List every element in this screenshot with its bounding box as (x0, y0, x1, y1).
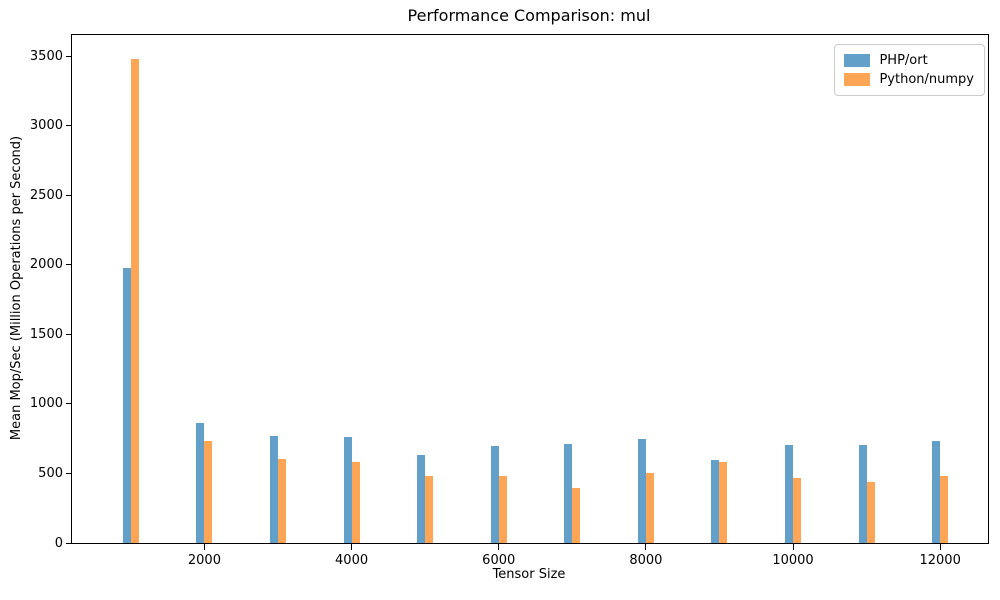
bar-python-numpy-10000 (793, 477, 802, 543)
x-tick-label: 4000 (335, 553, 369, 568)
legend-row: Python/numpy (844, 70, 974, 89)
x-tick-label: 10000 (772, 553, 814, 568)
legend: PHP/ort Python/numpy (834, 44, 985, 96)
y-tick-label: 1000 (29, 396, 63, 412)
y-tick-mark (66, 542, 72, 544)
y-tick-label: 0 (54, 535, 63, 551)
legend-swatch-icon (844, 73, 871, 86)
bar-python-numpy-1000 (130, 59, 139, 543)
bar-php-ort-8000 (637, 438, 646, 543)
bar-php-ort-3000 (270, 435, 278, 543)
plot-area: 0 500 1000 1500 2000 2500 3000 3500 2000 4000 600… (30, 34, 989, 568)
legend-swatch-icon (844, 54, 871, 67)
bar-python-numpy-12000 (940, 475, 949, 543)
y-tick-label: 3000 (29, 118, 63, 134)
y-tick-mark (66, 403, 72, 405)
legend-label: Python/numpy (879, 72, 974, 87)
x-tick-mark (645, 544, 647, 550)
x-tick-label: 12000 (919, 553, 961, 568)
bar-python-numpy-5000 (425, 475, 434, 543)
bar-php-ort-9000 (711, 460, 720, 543)
x-tick-mark (939, 544, 941, 550)
x-tick-label: 8000 (629, 553, 663, 568)
y-tick-mark (66, 472, 72, 474)
y-tick-label: 1500 (29, 326, 63, 342)
y-tick-mark (66, 333, 72, 335)
x-tick-label: 6000 (482, 553, 516, 568)
bar-php-ort-2000 (196, 423, 205, 543)
bar-php-ort-7000 (564, 443, 573, 543)
bar-python-numpy-7000 (572, 487, 581, 543)
y-tick-label: 2000 (29, 257, 63, 273)
x-tick-label: 2000 (187, 553, 221, 568)
x-tick-mark (351, 544, 353, 550)
bar-python-numpy-6000 (498, 475, 507, 543)
bar-php-ort-5000 (417, 455, 426, 543)
bar-php-ort-1000 (122, 267, 131, 543)
bar-python-numpy-9000 (719, 462, 728, 543)
bar-python-numpy-2000 (204, 440, 213, 543)
legend-row: PHP/ort (844, 51, 974, 70)
y-tick-mark (66, 264, 72, 266)
y-tick-label: 3500 (29, 48, 63, 64)
y-tick-mark (66, 194, 72, 196)
bar-php-ort-11000 (858, 445, 867, 543)
x-tick-mark (498, 544, 500, 550)
y-tick-label: 2500 (29, 187, 63, 203)
bar-python-numpy-3000 (278, 458, 286, 543)
bar-php-ort-4000 (343, 436, 352, 543)
x-tick-mark (203, 544, 205, 550)
legend-label: PHP/ort (879, 53, 928, 68)
bar-python-numpy-4000 (351, 461, 360, 543)
bar-php-ort-10000 (785, 444, 794, 543)
bar-python-numpy-11000 (866, 481, 875, 543)
y-tick-mark (66, 55, 72, 57)
y-tick-label: 500 (38, 465, 63, 481)
chart-title: Performance Comparison: mul (407, 6, 651, 25)
x-tick-mark (792, 544, 794, 550)
bar-python-numpy-8000 (645, 472, 654, 543)
bar-php-ort-12000 (932, 440, 941, 543)
y-tick-mark (66, 125, 72, 127)
bar-php-ort-6000 (490, 446, 499, 543)
x-axis-label: Tensor Size (492, 567, 566, 582)
